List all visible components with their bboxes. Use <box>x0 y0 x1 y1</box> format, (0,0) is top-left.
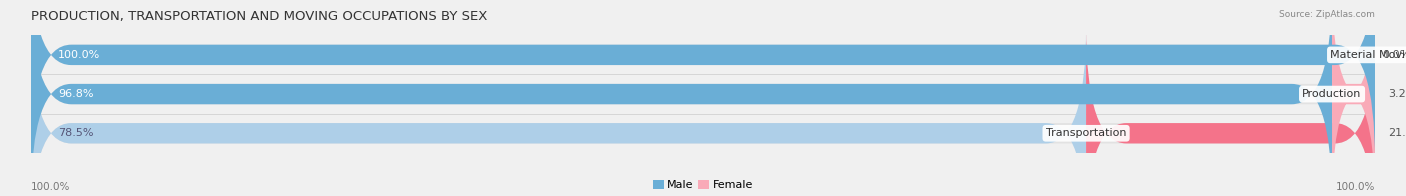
FancyBboxPatch shape <box>1085 26 1375 196</box>
FancyBboxPatch shape <box>31 0 1331 196</box>
FancyBboxPatch shape <box>1331 0 1375 196</box>
Legend: Male, Female: Male, Female <box>652 180 754 191</box>
Text: PRODUCTION, TRANSPORTATION AND MOVING OCCUPATIONS BY SEX: PRODUCTION, TRANSPORTATION AND MOVING OC… <box>31 10 488 23</box>
FancyBboxPatch shape <box>31 0 1375 196</box>
Text: 96.8%: 96.8% <box>58 89 93 99</box>
Text: Material Moving: Material Moving <box>1330 50 1406 60</box>
Text: Source: ZipAtlas.com: Source: ZipAtlas.com <box>1279 10 1375 19</box>
Text: 78.5%: 78.5% <box>58 128 93 138</box>
Text: 100.0%: 100.0% <box>31 182 70 192</box>
FancyBboxPatch shape <box>31 0 1375 162</box>
FancyBboxPatch shape <box>31 26 1375 196</box>
Text: Production: Production <box>1302 89 1362 99</box>
FancyBboxPatch shape <box>31 0 1375 162</box>
Text: 21.5%: 21.5% <box>1389 128 1406 138</box>
Text: 3.2%: 3.2% <box>1389 89 1406 99</box>
Text: 0.0%: 0.0% <box>1382 50 1406 60</box>
Text: Transportation: Transportation <box>1046 128 1126 138</box>
Text: 100.0%: 100.0% <box>58 50 100 60</box>
FancyBboxPatch shape <box>31 26 1085 196</box>
Text: 100.0%: 100.0% <box>1336 182 1375 192</box>
